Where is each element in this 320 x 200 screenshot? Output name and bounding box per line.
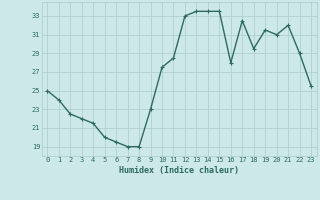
X-axis label: Humidex (Indice chaleur): Humidex (Indice chaleur) — [119, 166, 239, 175]
